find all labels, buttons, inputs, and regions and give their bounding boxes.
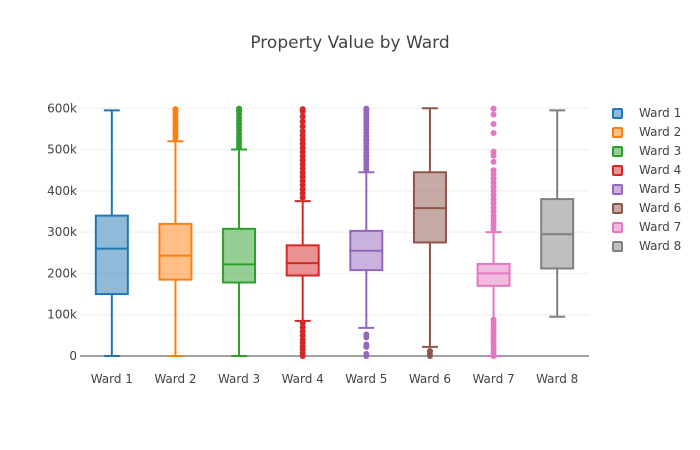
legend-swatch (612, 146, 623, 157)
y-tick-label: 500k (47, 143, 77, 157)
legend-label: Ward 5 (639, 182, 682, 196)
y-tick-label: 200k (47, 266, 77, 280)
outlier-point (490, 148, 497, 155)
outlier-point (363, 105, 370, 112)
outlier-point (299, 140, 306, 147)
x-tick-label: Ward 5 (345, 372, 387, 386)
outlier-point (490, 187, 497, 194)
outlier-point (299, 182, 306, 189)
legend-label: Ward 8 (639, 239, 682, 253)
legend-swatch (612, 203, 623, 214)
outlier-point (363, 331, 370, 338)
outlier-point (172, 106, 179, 113)
box-iqr (476, 262, 511, 287)
chart-title: Property Value by Ward (250, 33, 450, 53)
outlier-point (299, 319, 306, 326)
legend-swatch (612, 222, 623, 233)
outlier-point (299, 186, 306, 193)
outlier-point (490, 204, 497, 211)
outlier-point (299, 161, 306, 168)
outlier-point (490, 130, 497, 137)
y-tick-label: 600k (47, 101, 77, 115)
outlier-point (490, 196, 497, 203)
outlier-point (299, 328, 306, 335)
outlier-point (299, 194, 306, 201)
x-tick-label: Ward 6 (409, 372, 451, 386)
outlier-point (490, 105, 497, 112)
x-tick-label: Ward 1 (91, 372, 133, 386)
outlier-point (299, 165, 306, 172)
x-tick-label: Ward 4 (282, 372, 324, 386)
outlier-point (299, 169, 306, 176)
outlier-point (236, 105, 243, 112)
y-tick-label: 0 (69, 349, 77, 363)
outlier-point (299, 113, 306, 120)
outlier-point (299, 190, 306, 197)
outlier-point (363, 350, 370, 357)
legend-label: Ward 6 (639, 201, 682, 215)
outlier-point (490, 152, 497, 159)
box-iqr (94, 214, 129, 296)
outlier-point (299, 177, 306, 184)
legend-label: Ward 2 (639, 125, 682, 139)
outlier-point (299, 132, 306, 139)
outlier-point (490, 167, 497, 174)
outlier-point (299, 106, 306, 113)
outlier-point (490, 212, 497, 219)
outlier-point (363, 341, 370, 348)
outlier-point (490, 158, 497, 165)
outlier-point (490, 179, 497, 186)
legend-swatch (612, 241, 623, 252)
legend-label: Ward 7 (639, 220, 682, 234)
outlier-point (299, 324, 306, 331)
outlier-point (490, 183, 497, 190)
legend-swatch (612, 184, 623, 195)
x-tick-label: Ward 3 (218, 372, 260, 386)
outlier-point (299, 149, 306, 156)
outlier-point (299, 118, 306, 125)
legend-swatch (612, 127, 623, 138)
x-tick-label: Ward 2 (154, 372, 196, 386)
y-tick-label: 100k (47, 308, 77, 322)
legend-swatch (612, 165, 623, 176)
y-tick-label: 300k (47, 225, 77, 239)
legend-label: Ward 4 (639, 163, 682, 177)
outlier-point (299, 144, 306, 151)
outlier-point (490, 171, 497, 178)
outlier-point (490, 175, 497, 182)
legend-label: Ward 3 (639, 144, 682, 158)
outlier-point (299, 173, 306, 180)
outlier-point (299, 332, 306, 339)
y-tick-label: 400k (47, 184, 77, 198)
outlier-point (299, 128, 306, 135)
outlier-point (490, 208, 497, 215)
x-tick-label: Ward 7 (472, 372, 514, 386)
box-iqr (222, 227, 257, 284)
outlier-point (299, 153, 306, 160)
outlier-point (490, 191, 497, 198)
legend-label: Ward 1 (639, 106, 682, 120)
outlier-point (490, 120, 497, 127)
outlier-point (490, 200, 497, 207)
outlier-point (490, 316, 497, 323)
outlier-point (426, 348, 433, 355)
outlier-point (299, 336, 306, 343)
box-iqr (285, 244, 320, 277)
outlier-point (299, 123, 306, 130)
outlier-point (299, 136, 306, 143)
outlier-point (299, 157, 306, 164)
outlier-point (490, 111, 497, 118)
legend-swatch (612, 108, 623, 119)
box-iqr (158, 222, 193, 281)
x-tick-label: Ward 8 (536, 372, 578, 386)
